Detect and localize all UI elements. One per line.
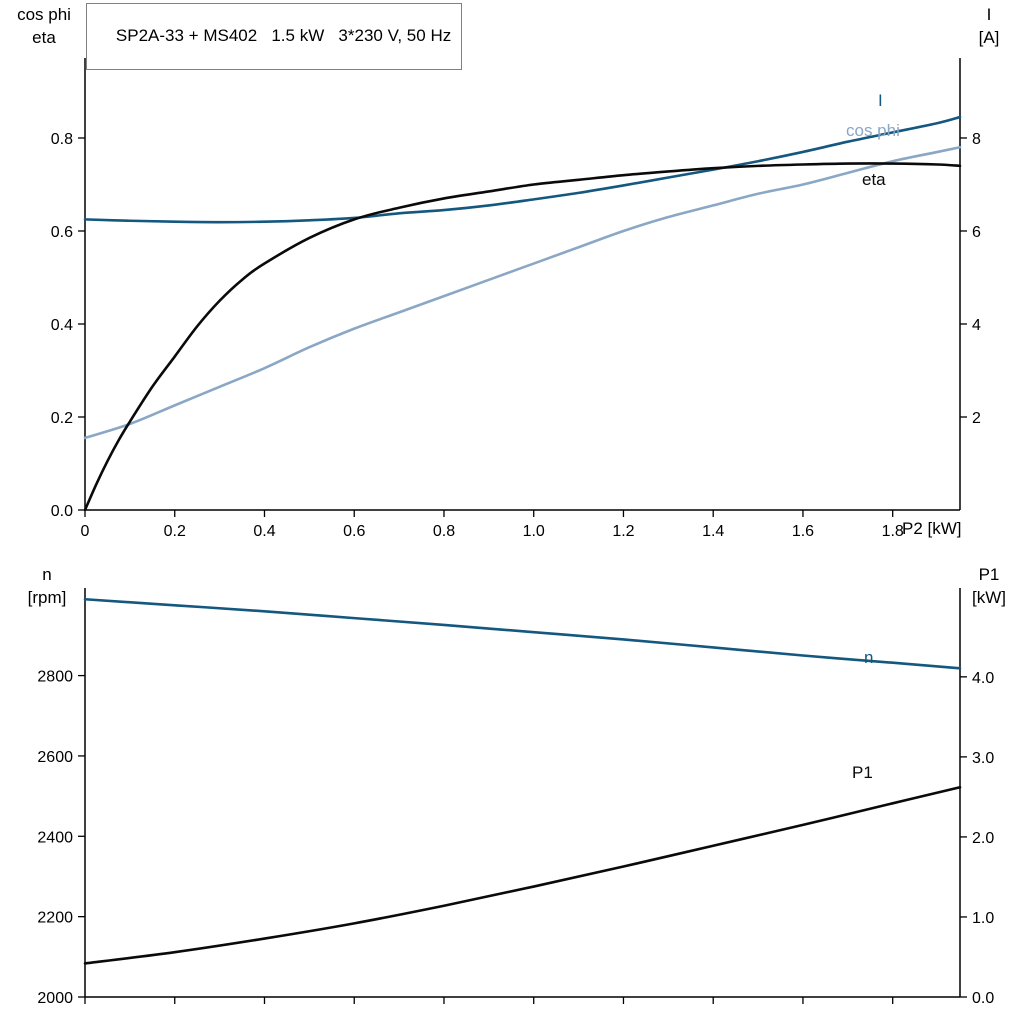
right-tick-label: 4 — [972, 317, 981, 334]
curve-label-eta: eta — [862, 170, 886, 189]
right-tick-label: 8 — [972, 131, 981, 148]
chart-title: SP2A-33 + MS402 1.5 kW 3*230 V, 50 Hz — [115, 26, 452, 45]
left-tick-label: 2000 — [37, 990, 73, 1007]
axis-label-eta: eta — [32, 28, 56, 47]
left-tick-label: 0.4 — [51, 317, 73, 334]
left-tick-label: 2600 — [37, 749, 73, 766]
curve-label-cos-phi: cos phi — [846, 121, 900, 140]
x-tick-label: 1.2 — [612, 523, 634, 540]
left-tick-label: 2200 — [37, 910, 73, 927]
x-tick-label: 0.4 — [253, 523, 275, 540]
right-tick-label: 2 — [972, 410, 981, 427]
left-tick-label: 0.0 — [51, 503, 73, 520]
axis-label-current-unit: [A] — [978, 28, 1000, 47]
curve-P1 — [83, 785, 962, 965]
left-tick-label: 0.8 — [51, 131, 73, 148]
x-tick-label: 0 — [81, 523, 90, 540]
chart-title-box: SP2A-33 + MS402 1.5 kW 3*230 V, 50 Hz — [86, 3, 463, 70]
curve-label-current: I — [878, 91, 883, 110]
bottom-left-axis-label: n [rpm] — [8, 563, 86, 609]
right-tick-label: 4.0 — [972, 670, 994, 687]
right-tick-label: 3.0 — [972, 750, 994, 767]
curve-eta — [83, 162, 962, 512]
axis-label-p1-unit: [kW] — [972, 588, 1006, 607]
x-tick-label: 0.8 — [433, 523, 455, 540]
right-tick-label: 1.0 — [972, 910, 994, 927]
axis-label-speed: n — [42, 565, 52, 584]
left-tick-label: 2400 — [37, 829, 73, 846]
left-tick-label: 0.6 — [51, 224, 73, 241]
axis-label-p1: P1 — [978, 565, 1000, 584]
x-axis-label: P2 [kW] — [902, 519, 962, 538]
x-tick-label: 1.8 — [882, 523, 904, 540]
right-tick-label: 0.0 — [972, 990, 994, 1007]
bottom-right-axis-label: P1 [kW] — [958, 563, 1020, 609]
curve-label-speed: n — [864, 648, 874, 667]
top-right-axis-label: I [A] — [958, 3, 1020, 49]
x-tick-label: 1.0 — [523, 523, 545, 540]
top-left-axis-label: cos phi eta — [2, 3, 86, 49]
curve-cos-phi — [83, 145, 962, 440]
left-tick-label: 2800 — [37, 669, 73, 686]
x-tick-label: 0.2 — [164, 523, 186, 540]
x-tick-label: 0.6 — [343, 523, 365, 540]
right-tick-label: 2.0 — [972, 830, 994, 847]
left-tick-label: 0.2 — [51, 410, 73, 427]
axis-label-cos-phi: cos phi — [17, 5, 71, 24]
curve-label-p1: P1 — [852, 763, 873, 782]
curve-n — [83, 597, 962, 670]
curve-I — [83, 115, 962, 224]
x-tick-label: 1.4 — [702, 523, 724, 540]
x-tick-label: 1.6 — [792, 523, 814, 540]
right-tick-label: 6 — [972, 224, 981, 241]
axis-label-current: I — [986, 5, 992, 24]
axis-label-speed-unit: [rpm] — [27, 588, 67, 607]
